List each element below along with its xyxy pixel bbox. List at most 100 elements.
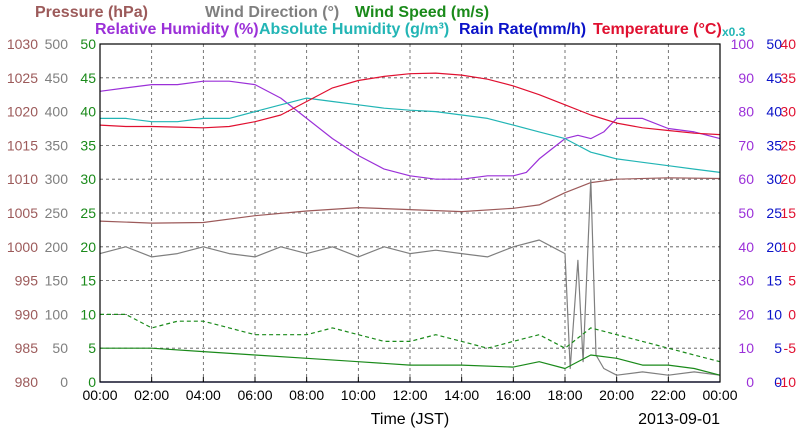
tick-label-wind-direction: 100 [45,306,69,322]
tick-label-rain-abs-humidity: 0 [774,374,782,390]
legend-row-1: Pressure (hPa) Wind Direction (°) Wind Spe… [35,4,489,21]
x-tick-label: 16:00 [496,387,531,403]
tick-label-pressure: 980 [15,374,39,390]
tick-label-rain-abs-humidity: 15 [766,273,782,289]
tick-label-rain-abs-humidity: 5 [774,340,782,356]
x-tick-label: 12:00 [392,387,427,403]
legend-label-6: Temperature (°C) [593,21,722,38]
tick-label-rain-abs-humidity: 35 [766,137,782,153]
tick-label-pressure: 1010 [7,171,38,187]
series-line-3 [100,313,721,363]
tick-label-wind-speed: 45 [80,70,96,86]
tick-label-wind-direction: 250 [45,205,69,221]
tick-label-wind-direction: 150 [45,273,69,289]
tick-label-rain-abs-humidity: 40 [766,104,782,120]
tick-label-humidity: 70 [738,137,754,153]
tick-label-temperature: 10 [780,239,796,255]
tick-label-temperature: -10 [776,374,796,390]
tick-label-wind-direction: 400 [45,104,69,120]
tick-label-humidity: 40 [738,239,754,255]
tick-label-pressure: 1000 [7,239,38,255]
tick-label-pressure: 1005 [7,205,38,221]
chart-grid [100,44,720,382]
tick-label-wind-speed: 20 [80,239,96,255]
tick-label-humidity: 30 [738,273,754,289]
tick-label-wind-speed: 0 [88,374,96,390]
tick-label-pressure: 995 [15,273,39,289]
legend-label-4: Absolute Humidity (g/m³) [259,21,449,38]
x-tick-label: 10:00 [341,387,376,403]
tick-label-temperature: 30 [780,104,796,120]
series-line-0 [99,177,721,224]
tick-label-wind-direction: 200 [45,239,69,255]
series-line-2 [100,347,721,376]
tick-label-temperature: 5 [788,273,796,289]
tick-label-rain-abs-humidity: 50 [766,36,782,52]
tick-label-wind-direction: 0 [60,374,68,390]
tick-label-humidity: 90 [738,70,754,86]
tick-label-temperature: -5 [784,340,797,356]
tick-label-pressure: 990 [15,306,39,322]
tick-label-pressure: 1020 [7,104,38,120]
tick-label-pressure: 985 [15,340,39,356]
tick-label-wind-speed: 5 [88,340,96,356]
x-tick-label: 18:00 [547,387,582,403]
tick-label-temperature: 35 [780,70,796,86]
tick-label-wind-speed: 40 [80,104,96,120]
tick-label-rain-abs-humidity: 45 [766,70,782,86]
chart-legend: Pressure (hPa) Wind Direction (°) Wind Spe… [35,4,746,39]
tick-label-wind-speed: 35 [80,137,96,153]
series-line-1 [99,178,721,376]
tick-label-wind-speed: 50 [80,36,96,52]
x-tick-label: 20:00 [599,387,634,403]
tick-label-temperature: 20 [780,171,796,187]
x-tick-label: 04:00 [186,387,221,403]
tick-label-humidity: 10 [738,340,754,356]
chart-axes: 9809859909951000100510101015102010251030… [7,36,796,403]
legend-label-0: Pressure (hPa) [35,4,148,21]
chart-series [99,72,721,383]
tick-label-pressure: 1015 [7,137,38,153]
x-tick-label: 02:00 [134,387,169,403]
tick-label-humidity: 0 [746,374,754,390]
tick-label-humidity: 20 [738,306,754,322]
tick-label-temperature: 25 [780,137,796,153]
x-tick-label: 22:00 [651,387,686,403]
legend-label-3: Relative Humidity (%) [95,21,259,38]
x-tick-label: 08:00 [289,387,324,403]
tick-label-pressure: 1030 [7,36,38,52]
tick-label-rain-abs-humidity: 25 [766,205,782,221]
tick-label-wind-direction: 300 [45,171,69,187]
legend-label-2: Wind Speed (m/s) [355,4,489,21]
tick-label-wind-direction: 350 [45,137,69,153]
rain-scale-note: x0.3 [722,25,746,39]
tick-label-temperature: 0 [788,306,796,322]
tick-label-temperature: 40 [780,36,796,52]
legend-row-2: Relative Humidity (%) Absolute Humidity (… [95,21,722,38]
tick-label-rain-abs-humidity: 30 [766,171,782,187]
x-tick-label: 14:00 [444,387,479,403]
tick-label-pressure: 1025 [7,70,38,86]
tick-label-wind-speed: 30 [80,171,96,187]
tick-label-rain-abs-humidity: 10 [766,306,782,322]
tick-label-wind-direction: 50 [52,340,68,356]
tick-label-rain-abs-humidity: 20 [766,239,782,255]
tick-label-wind-direction: 450 [45,70,69,86]
tick-label-wind-speed: 10 [80,306,96,322]
legend-label-5: Rain Rate(mm/h) [459,21,586,38]
series-line-5 [100,97,721,173]
tick-label-wind-speed: 25 [80,205,96,221]
legend-label-1: Wind Direction (°) [205,4,339,21]
tick-label-humidity: 80 [738,104,754,120]
series-line-4 [99,80,721,180]
x-tick-label: 06:00 [237,387,272,403]
tick-label-wind-direction: 500 [45,36,69,52]
chart-date: 2013-09-01 [638,411,720,428]
tick-label-humidity: 60 [738,171,754,187]
x-axis-label: Time (JST) [371,411,450,428]
tick-label-humidity: 50 [738,205,754,221]
x-tick-label: 00:00 [702,387,737,403]
tick-label-humidity: 100 [731,36,755,52]
tick-label-wind-speed: 15 [80,273,96,289]
